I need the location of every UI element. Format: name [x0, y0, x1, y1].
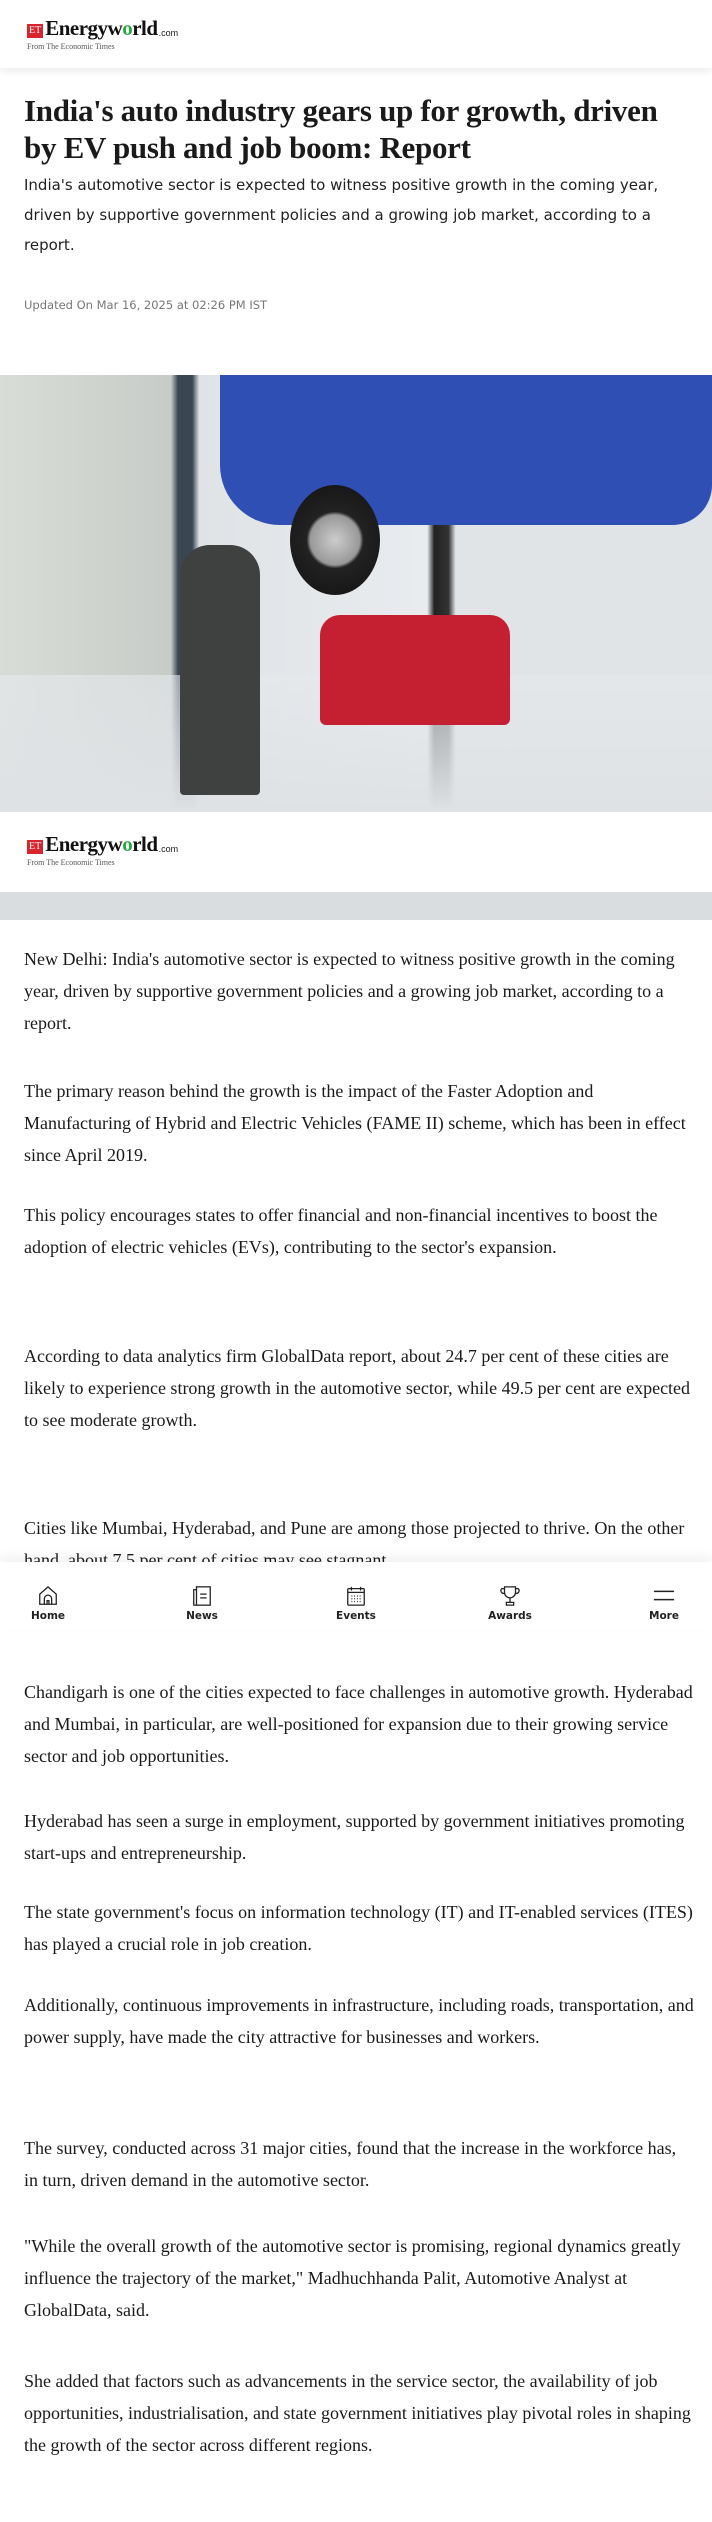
paragraph: She added that factors such as advanceme…	[24, 2371, 691, 2455]
nav-awards[interactable]: Awards	[486, 1562, 534, 1630]
paragraph: Hyderabad has seen a surge in employment…	[24, 1811, 685, 1863]
bottom-nav: Home News Events Awards More	[0, 1562, 712, 1630]
paragraph: The survey, conducted across 31 major ci…	[24, 2138, 677, 2190]
paragraph: The state government's focus on informat…	[24, 1902, 693, 1954]
car-wheel	[290, 485, 380, 595]
nav-more[interactable]: More	[640, 1562, 688, 1630]
nav-news[interactable]: News	[178, 1562, 226, 1630]
paragraph: According to data analytics firm GlobalD…	[24, 1346, 691, 1430]
site-header: ET Energyworld .com From The Economic Time…	[0, 0, 712, 68]
mechanic	[180, 545, 260, 795]
red-car	[320, 615, 510, 725]
paragraph: Additionally, continuous improvements in…	[24, 1995, 694, 2047]
logo-tagline: From The Economic Times	[27, 42, 115, 51]
nav-events[interactable]: Events	[332, 1562, 380, 1630]
article-title: India's auto industry gears up for growt…	[24, 93, 658, 165]
energyworld-logo[interactable]: ET Energyworld .com From The Economic Time…	[27, 16, 179, 51]
paragraph: The primary reason behind the growth is …	[24, 1081, 686, 1165]
paragraph: "While the overall growth of the automot…	[24, 2236, 681, 2320]
paragraph: New Delhi: India's automotive sector is …	[24, 949, 675, 1033]
hidden-text-remnant	[24, 1630, 694, 1636]
calendar-icon	[347, 1586, 365, 1606]
paragraph: Cities like Mumbai, Hyderabad, and Pune …	[24, 1518, 685, 1562]
et-badge: ET	[27, 24, 44, 38]
article-summary: India's automotive sector is expected to…	[24, 176, 659, 254]
trophy-icon	[500, 1586, 520, 1606]
article-hero-image: ET Energyworld .com From The Economic Time…	[0, 375, 712, 920]
newspaper-icon	[193, 1586, 211, 1606]
paragraph: Chandigarh is one of the cities expected…	[24, 1682, 693, 1766]
energyworld-logo-watermark: ET Energyworld .com From The Economic Time…	[27, 832, 179, 867]
paragraph: This policy encourages states to offer f…	[24, 1205, 658, 1257]
nav-home[interactable]: Home	[24, 1562, 72, 1630]
home-icon	[39, 1585, 57, 1605]
blue-car	[220, 375, 712, 525]
menu-icon	[653, 1590, 675, 1601]
updated-timestamp: Updated On Mar 16, 2025 at 02:26 PM IST	[24, 298, 268, 312]
